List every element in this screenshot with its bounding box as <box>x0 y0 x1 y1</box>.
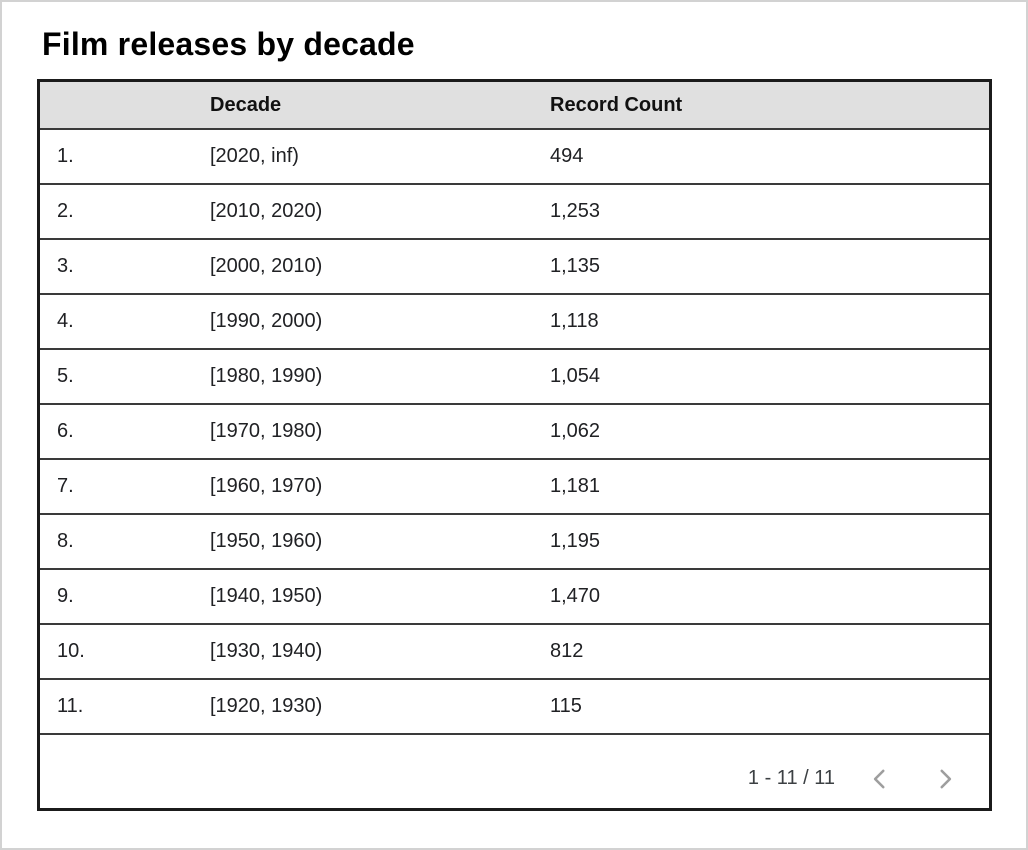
next-page-button[interactable] <box>925 759 965 799</box>
row-number: 6. <box>57 420 74 442</box>
table-row: 8. [1950, 1960) 1,195 <box>40 515 989 570</box>
chart-title: Film releases by decade <box>42 26 415 62</box>
decade-value: [1990, 2000) <box>210 310 323 332</box>
row-number: 9. <box>57 585 74 607</box>
record-count-value: 1,054 <box>550 365 601 387</box>
decade-value: [1960, 1970) <box>210 475 323 497</box>
record-count-value: 1,062 <box>550 420 601 442</box>
decade-value: [1970, 1980) <box>210 420 323 442</box>
decade-value: [2010, 2020) <box>210 200 323 222</box>
record-count-value: 1,181 <box>550 475 601 497</box>
decade-value: [1950, 1960) <box>210 530 323 552</box>
table-row: 3. [2000, 2010) 1,135 <box>40 240 989 295</box>
record-count-value: 812 <box>550 640 584 662</box>
row-number: 7. <box>57 475 74 497</box>
header-record-count-cell[interactable]: Record Count <box>550 93 683 116</box>
record-count-value: 1,253 <box>550 200 601 222</box>
previous-page-button[interactable] <box>860 759 900 799</box>
row-number: 5. <box>57 365 74 387</box>
chevron-left-icon <box>867 766 893 792</box>
row-number: 8. <box>57 530 74 552</box>
table-row: 9. [1940, 1950) 1,470 <box>40 570 989 625</box>
record-count-value: 1,118 <box>550 310 599 332</box>
row-number: 3. <box>57 255 74 277</box>
table-row: 4. [1990, 2000) 1,118 <box>40 295 989 350</box>
row-number: 4. <box>57 310 74 332</box>
table-header-row: Decade Record Count <box>40 82 989 130</box>
row-number: 1. <box>57 145 74 167</box>
decade-value: [1940, 1950) <box>210 585 323 607</box>
record-count-value: 115 <box>550 695 582 717</box>
record-count-value: 494 <box>550 145 584 167</box>
decade-value: [1980, 1990) <box>210 365 323 387</box>
row-number: 10. <box>57 640 85 662</box>
decade-value: [1920, 1930) <box>210 695 323 717</box>
header-decade-cell[interactable]: Decade <box>210 93 282 116</box>
table-row: 10. [1930, 1940) 812 <box>40 625 989 680</box>
table-row: 6. [1970, 1980) 1,062 <box>40 405 989 460</box>
table-row: 11. [1920, 1930) 115 <box>40 680 989 735</box>
table-chart: Decade Record Count 1. [2020, inf) 494 2… <box>37 79 992 811</box>
table-row: 1. [2020, inf) 494 <box>40 130 989 185</box>
table-row: 2. [2010, 2020) 1,253 <box>40 185 989 240</box>
table-row: 5. [1980, 1990) 1,054 <box>40 350 989 405</box>
decade-value: [2020, inf) <box>210 145 299 167</box>
table-pagination-bar: 1 - 11 / 11 <box>40 735 989 808</box>
record-count-value: 1,470 <box>550 585 601 607</box>
row-number: 2. <box>57 200 74 222</box>
record-count-value: 1,135 <box>550 255 601 277</box>
table-row: 7. [1960, 1970) 1,181 <box>40 460 989 515</box>
pagination-range-label: 1 - 11 / 11 <box>747 767 835 789</box>
row-number: 11. <box>57 695 84 717</box>
decade-value: [1930, 1940) <box>210 640 323 662</box>
record-count-value: 1,195 <box>550 530 601 552</box>
decade-value: [2000, 2010) <box>210 255 323 277</box>
chevron-right-icon <box>932 766 958 792</box>
